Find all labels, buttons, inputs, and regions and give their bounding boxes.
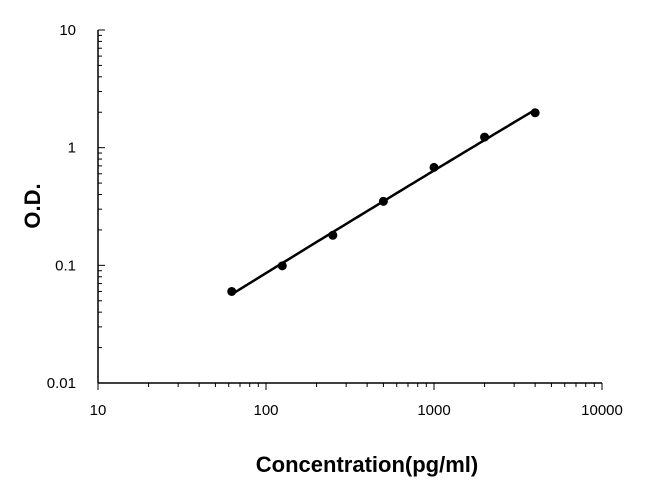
y-tick-label: 1 [68, 140, 76, 157]
data-point [429, 162, 439, 172]
x-tick-label: 1000 [417, 402, 450, 419]
x-tick-label: 10 [90, 402, 107, 419]
x-tick-label: 10000 [581, 402, 623, 419]
tick-labels: 10 100 1000 10000 10 1 0.1 0.01 [47, 22, 623, 419]
y-tick-label: 0.1 [55, 257, 76, 274]
x-tick-label: 100 [253, 402, 278, 419]
data-point [227, 286, 237, 296]
data-point [328, 230, 338, 240]
data-point [480, 132, 490, 142]
data-point [530, 108, 540, 118]
y-tick-label: 0.01 [47, 375, 76, 392]
y-axis-title: O.D. [20, 183, 45, 228]
ticks [97, 29, 603, 390]
data-point [378, 196, 388, 206]
data-point [277, 261, 287, 271]
y-tick-label: 10 [59, 22, 76, 39]
x-axis-title: Concentration(pg/ml) [256, 452, 478, 477]
axes [97, 30, 602, 384]
data-points [227, 108, 540, 296]
